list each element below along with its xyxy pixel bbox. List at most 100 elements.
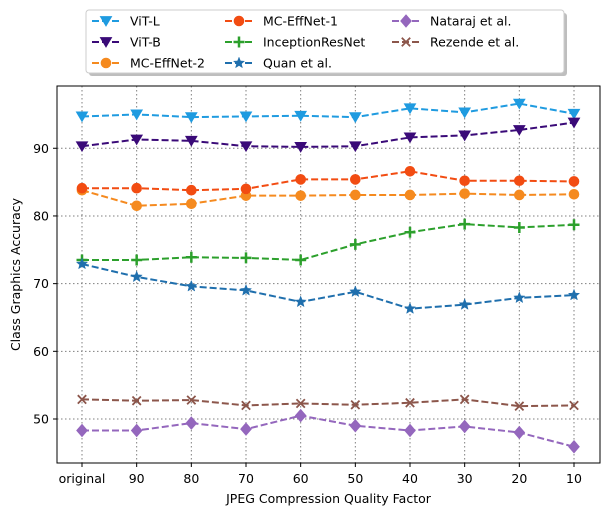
data-point — [405, 397, 415, 408]
legend-label: ViT-L — [130, 14, 160, 29]
series-line — [81, 398, 575, 408]
series-vit-b — [75, 117, 581, 153]
data-point — [350, 399, 361, 410]
legend: ViT-L ViT-B MC-EffNet-2 MC-EffNet-1 Inceptio… — [85, 9, 567, 76]
data-point — [403, 132, 417, 144]
y-tick-label: 50 — [33, 412, 49, 427]
legend-label: ViT-B — [130, 35, 161, 50]
data-point — [403, 103, 417, 115]
series-nataraj-et-al — [76, 408, 580, 454]
data-point — [294, 110, 308, 122]
gridlines — [57, 86, 600, 463]
data-point — [458, 298, 471, 310]
data-point — [350, 189, 361, 201]
data-point — [240, 183, 252, 195]
data-point — [459, 394, 470, 405]
x-tick-label: original — [59, 471, 106, 486]
legend-marker — [232, 56, 246, 69]
data-point — [131, 200, 142, 212]
data-point — [567, 108, 581, 120]
series-line — [82, 414, 575, 448]
data-point — [75, 111, 89, 123]
series-mc-effnet-1 — [76, 165, 580, 196]
legend-marker — [233, 36, 245, 48]
data-point — [294, 408, 307, 423]
data-point — [131, 182, 142, 194]
x-tick-label: 80 — [183, 471, 199, 486]
data-point — [130, 109, 144, 121]
series-vit-l — [75, 98, 581, 124]
data-point — [76, 182, 88, 194]
legend-marker — [401, 37, 411, 47]
series-line — [81, 263, 575, 310]
data-point — [512, 125, 526, 136]
data-point — [186, 184, 197, 196]
data-point — [512, 98, 526, 110]
data-point — [131, 254, 143, 266]
plot-frame — [56, 85, 601, 464]
data-point — [295, 174, 306, 185]
data-point — [514, 189, 525, 201]
legend-marker — [99, 16, 113, 27]
legend-marker — [99, 37, 113, 48]
data-point — [240, 422, 252, 436]
data-point — [404, 165, 416, 177]
data-point — [241, 400, 251, 411]
data-point — [349, 285, 362, 298]
legend-label: MC-EffNet-2 — [130, 56, 205, 71]
data-point — [567, 288, 581, 301]
data-point — [185, 279, 198, 292]
data-point — [459, 218, 471, 230]
legend-marker — [100, 57, 112, 69]
legend-label: Nataraj et al. — [430, 14, 512, 29]
legend-marker — [400, 14, 412, 28]
legend-label: Rezende et al. — [430, 35, 519, 50]
data-point — [349, 238, 361, 250]
data-point — [75, 141, 89, 153]
series-inceptionresnet — [76, 218, 580, 266]
data-point — [75, 257, 89, 270]
data-point — [184, 135, 198, 147]
y-tick-label: 80 — [33, 208, 49, 223]
data-point — [568, 219, 580, 231]
data-point — [568, 439, 580, 454]
y-tick-label: 60 — [33, 344, 49, 359]
legend-entry-inceptionresnet: InceptionResNet — [225, 35, 365, 50]
data-point — [513, 221, 525, 233]
y-tick-label: 90 — [33, 141, 49, 156]
data-point — [514, 175, 525, 187]
series-line — [82, 223, 575, 261]
x-tick-label: 30 — [457, 471, 473, 486]
data-point — [514, 401, 525, 411]
x-tick-label: 60 — [293, 471, 309, 486]
x-tick-label: 70 — [238, 471, 254, 486]
data-point — [185, 251, 197, 263]
data-point — [568, 176, 580, 187]
data-point — [458, 130, 472, 142]
x-tick-label: 10 — [566, 471, 582, 486]
y-axis-label: Class Graphics Accuracy — [8, 197, 23, 351]
data-point — [185, 416, 198, 430]
data-point — [295, 254, 307, 266]
legend-entry-vit-l: ViT-L — [92, 14, 160, 29]
data-point — [349, 419, 362, 433]
data-point — [295, 190, 306, 201]
legend-entry-mc-effnet-2: MC-EffNet-2 — [92, 56, 205, 71]
data-point — [350, 174, 361, 185]
data-point — [130, 423, 143, 438]
data-point — [513, 425, 526, 440]
x-tick-label: 90 — [129, 471, 145, 486]
data-point — [458, 419, 471, 434]
data-point — [294, 295, 307, 308]
data-point — [348, 141, 362, 153]
data-point — [239, 283, 253, 296]
legend-label: InceptionResNet — [263, 35, 365, 50]
data-point — [348, 112, 362, 124]
series-layer — [75, 98, 581, 454]
legend-marker — [233, 15, 245, 27]
legend-label: Quan et al. — [263, 56, 332, 71]
series-quan-et-al — [75, 257, 581, 314]
data-point — [76, 423, 88, 438]
data-point — [294, 142, 308, 153]
axis-ticks: original 90 80 70 60 50 40 30 20 10 50 60 70 80 90 — [33, 141, 582, 486]
